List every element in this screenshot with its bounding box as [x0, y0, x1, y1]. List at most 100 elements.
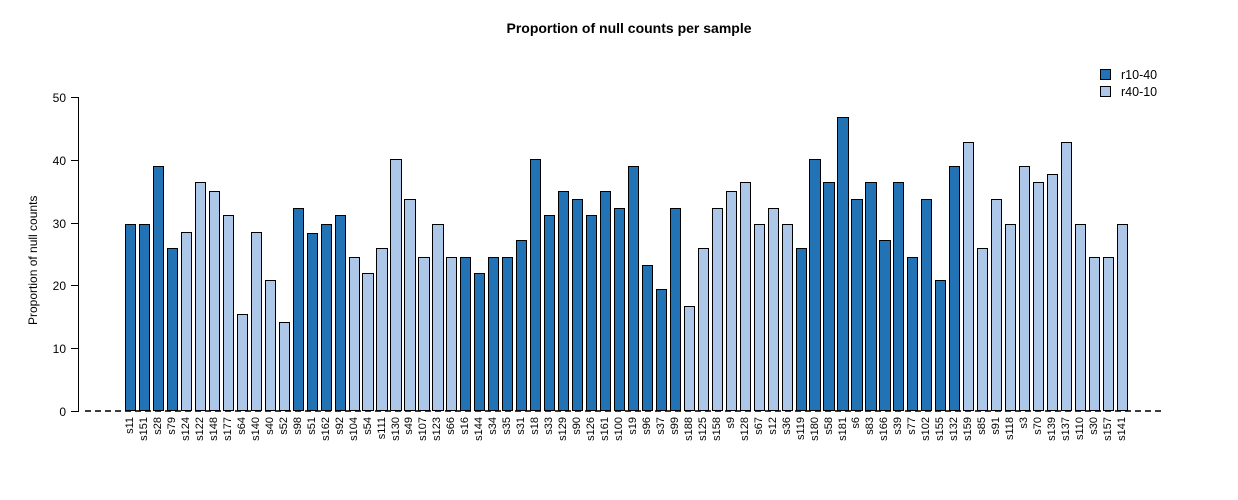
- x-tick-label-s39: s39: [892, 417, 905, 435]
- x-tick-label-s90: s90: [571, 417, 584, 435]
- legend-swatch-dark-icon: [1100, 69, 1111, 80]
- y-tick-label: 20: [52, 279, 66, 294]
- x-tick-label-s70: s70: [1032, 417, 1045, 435]
- bar-s33: [544, 215, 556, 411]
- bar-s119: [795, 247, 807, 411]
- bar-s11: [125, 223, 137, 411]
- bar-s19: [627, 166, 640, 411]
- x-tick-label-s130: s130: [389, 417, 402, 441]
- bar-s99: [669, 207, 681, 411]
- bar-s188: [683, 305, 695, 411]
- bar-s85: [977, 247, 989, 411]
- bar-s180: [809, 158, 821, 411]
- bar-s54: [362, 272, 374, 411]
- x-tick-label-s30: s30: [1087, 417, 1100, 435]
- x-tick-label-s92: s92: [333, 417, 346, 435]
- x-tick-label-s111: s111: [375, 417, 388, 440]
- bar-s141: [1116, 223, 1128, 411]
- x-tick-label-s40: s40: [263, 417, 276, 435]
- bar-s130: [390, 158, 402, 411]
- x-tick-label-s161: s161: [599, 417, 612, 441]
- x-tick-label-s33: s33: [543, 417, 556, 435]
- x-tick-label-s51: s51: [305, 417, 318, 435]
- y-tick-label: 50: [52, 91, 66, 105]
- x-tick-label-s148: s148: [207, 417, 220, 441]
- x-tick-label-s124: s124: [179, 417, 192, 441]
- x-tick-label-s49: s49: [403, 417, 416, 435]
- x-tick-label-s6: s6: [850, 417, 863, 429]
- bar-s155: [935, 280, 947, 411]
- bar-s126: [585, 215, 598, 411]
- bar-s58: [823, 182, 835, 411]
- y-tick-label: 0: [59, 405, 66, 419]
- x-tick-label-s54: s54: [361, 417, 374, 435]
- y-tick-mark: [71, 411, 78, 412]
- bar-s110: [1074, 223, 1087, 411]
- x-tick-label-s9: s9: [724, 417, 737, 429]
- bar-s52: [278, 321, 290, 411]
- x-tick-label-s119: s119: [794, 417, 807, 441]
- x-tick-label-s122: s122: [193, 417, 206, 441]
- bar-s144: [474, 272, 486, 411]
- x-tick-label-s52: s52: [277, 417, 290, 435]
- bar-s39: [893, 182, 905, 411]
- bar-s124: [180, 232, 193, 411]
- bar-s177: [222, 215, 234, 411]
- x-tick-label-s18: s18: [529, 417, 542, 435]
- bar-s83: [865, 182, 877, 411]
- bar-s104: [348, 257, 360, 411]
- x-tick-label-s104: s104: [347, 417, 360, 441]
- x-tick-label-s157: s157: [1101, 417, 1114, 441]
- legend-label: r40-10: [1121, 84, 1158, 99]
- x-tick-label-s162: s162: [319, 417, 332, 441]
- bar-s35: [502, 257, 514, 411]
- y-tick-mark: [71, 159, 78, 161]
- bar-s151: [138, 223, 151, 411]
- bar-s12: [767, 207, 779, 411]
- bar-s158: [711, 207, 723, 411]
- x-tick-label-s132: s132: [948, 417, 961, 441]
- legend-swatch-light-icon: [1100, 86, 1111, 97]
- x-tick-label-s118: s118: [1004, 417, 1017, 441]
- x-tick-label-s79: s79: [166, 417, 178, 435]
- x-tick-label-s158: s158: [710, 417, 723, 441]
- bar-s102: [921, 199, 933, 411]
- x-tick-label-s67: s67: [752, 417, 765, 435]
- x-tick-label-s91: s91: [990, 417, 1003, 435]
- x-tick-label-s125: s125: [696, 417, 709, 441]
- bar-s159: [963, 142, 975, 411]
- bar-s79: [166, 248, 179, 411]
- bar-s129: [558, 191, 570, 411]
- bar-s37: [655, 288, 667, 411]
- x-axis-labels: s11 s151 s28 s79 s124 s122 s148 s177 s64 s140 s40 s…: [124, 417, 1128, 441]
- bar-s92: [334, 215, 346, 411]
- bar-s30: [1088, 257, 1101, 411]
- legend-label: r10-40: [1121, 67, 1158, 82]
- y-axis-line: [78, 97, 79, 412]
- x-tick-label-s83: s83: [864, 417, 877, 435]
- x-tick-label-s19: s19: [626, 417, 639, 435]
- bar-s40: [264, 280, 276, 411]
- x-tick-label-s31: s31: [515, 417, 528, 435]
- x-tick-label-s181: s181: [836, 417, 849, 441]
- bar-s161: [599, 191, 612, 411]
- x-tick-label-s77: s77: [906, 417, 919, 435]
- x-tick-label-s34: s34: [487, 417, 500, 435]
- y-tick-mark: [71, 222, 78, 224]
- bars-container: [125, 97, 1128, 411]
- x-tick-label-s140: s140: [249, 417, 262, 441]
- bar-s34: [488, 257, 500, 411]
- bar-s66: [446, 257, 458, 411]
- bar-s77: [907, 257, 919, 411]
- x-tick-label-s98: s98: [291, 417, 304, 435]
- x-tick-label-s123: s123: [431, 417, 444, 441]
- chart-title: Proportion of null counts per sample: [506, 20, 752, 36]
- bar-s16: [460, 257, 472, 411]
- x-tick-label-s3: s3: [1018, 417, 1031, 429]
- x-tick-label-s100: s100: [613, 417, 625, 441]
- x-tick-label-s177: s177: [221, 417, 234, 441]
- bar-s96: [641, 264, 654, 411]
- y-tick-label: 10: [52, 342, 66, 357]
- x-tick-label-s128: s128: [738, 417, 751, 441]
